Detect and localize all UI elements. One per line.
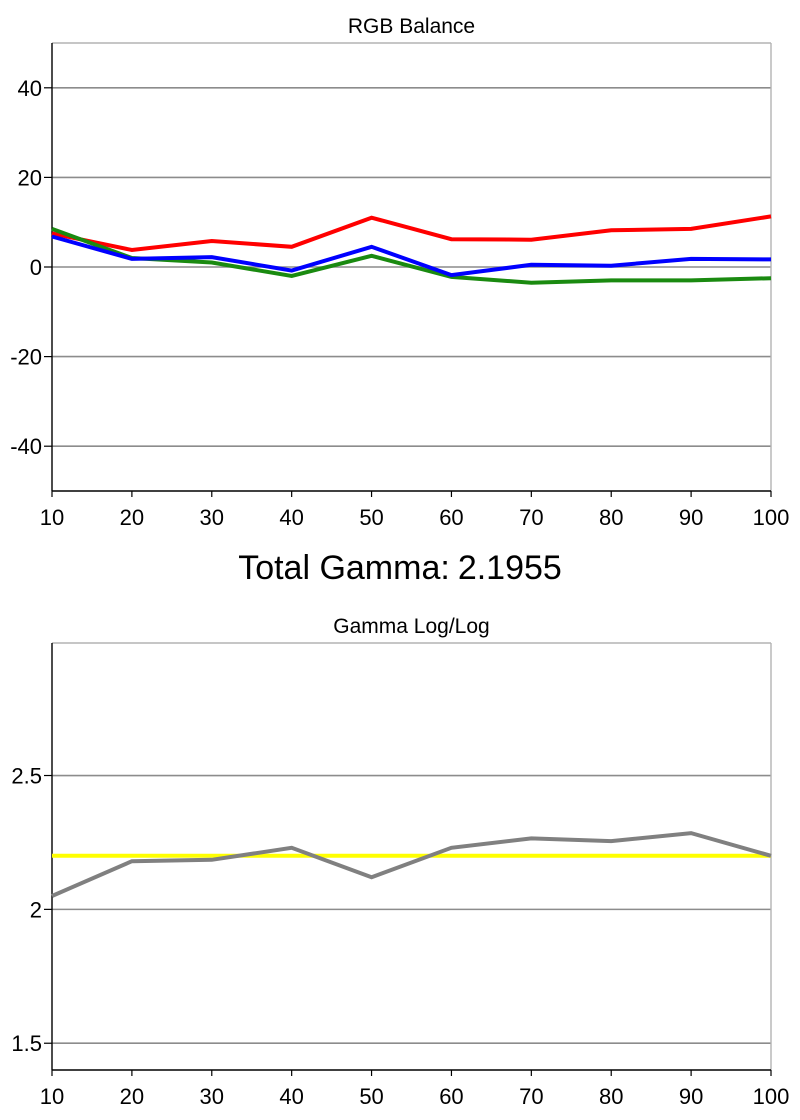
x-tick-label: 90 [679,505,703,530]
y-tick-label: 20 [18,165,42,190]
x-tick-label: 20 [120,1084,144,1109]
x-tick-label: 80 [599,1084,623,1109]
y-tick-label: -20 [10,345,42,370]
x-tick-label: 30 [200,1084,224,1109]
x-tick-label: 100 [753,1084,790,1109]
total-gamma-value: 2.1955 [457,549,562,587]
chart-title: Gamma Log/Log [333,615,489,638]
x-tick-label: 20 [120,505,144,530]
series-line-measured [51,831,772,898]
series-line-blue [51,234,772,278]
y-tick-label: 0 [30,255,42,280]
series-line-red [51,214,772,253]
chart-title: RGB Balance [348,15,475,38]
x-tick-label: 10 [40,1084,64,1109]
x-tick-label: 40 [279,505,303,530]
x-tick-label: 30 [200,505,224,530]
y-tick-label: 40 [18,76,42,101]
x-tick-label: 10 [40,505,64,530]
x-tick-label: 60 [439,1084,463,1109]
y-tick-label: 2 [30,897,42,922]
x-tick-label: 70 [519,505,543,530]
x-tick-label: 40 [279,1084,303,1109]
y-tick-label: -40 [10,434,42,459]
x-tick-label: 70 [519,1084,543,1109]
y-tick-label: 1.5 [11,1031,42,1056]
x-tick-label: 90 [679,1084,703,1109]
x-tick-label: 100 [753,505,790,530]
x-tick-label: 50 [359,505,383,530]
series-line-green [51,227,772,285]
total-gamma-readout: Total Gamma: 2.1955 [0,544,800,592]
rgb-balance-chart: RGB Balance 40 20 0 -20 -40 10 20 30 40 50 60 70 80 90… [10,15,790,530]
y-tick-label: 2.5 [11,764,42,789]
x-tick-label: 80 [599,505,623,530]
total-gamma-label: Total Gamma: [238,549,450,587]
x-tick-label: 50 [359,1084,383,1109]
x-tick-label: 60 [439,505,463,530]
